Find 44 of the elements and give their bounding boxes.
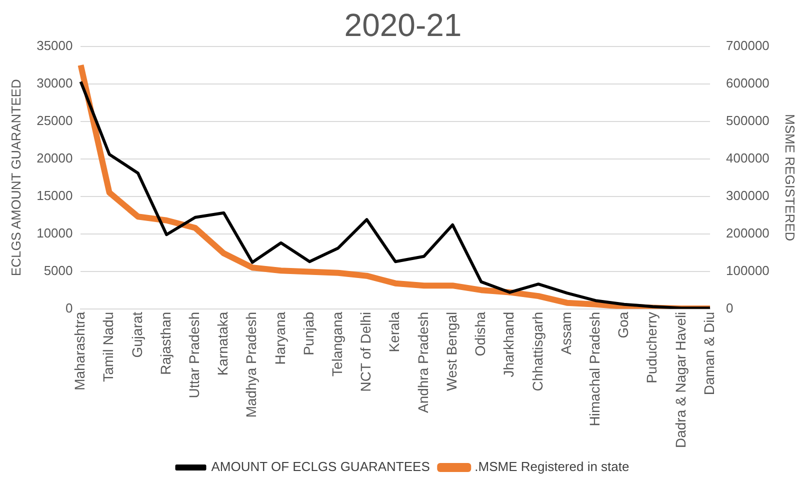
chart-title: 2020-21 xyxy=(344,7,462,44)
y2-tick-label: 400000 xyxy=(726,150,770,166)
x-tick-label: West Bengal xyxy=(443,312,460,391)
y-tick-label: 25000 xyxy=(36,112,73,128)
y-tick-label: 5000 xyxy=(44,262,73,278)
x-tick-label: Gujarat xyxy=(128,312,145,358)
x-tick-label: Rajasthan xyxy=(157,312,174,375)
x-tick-label: Maharashtra xyxy=(72,312,88,390)
x-tick-label: Assam xyxy=(558,312,574,355)
y2-tick-label: 600000 xyxy=(726,75,770,90)
y-tick-label: 20000 xyxy=(36,150,73,166)
x-tick-label: Daman & Diu xyxy=(700,312,717,396)
x-tick-label: Puducherry xyxy=(644,312,660,384)
y2-tick-label: 500000 xyxy=(726,112,770,128)
legend-label: AMOUNT OF ECLGS GUARANTEES xyxy=(211,459,430,474)
x-tick-label: Chhattisgarh xyxy=(529,312,546,392)
y2-tick-label: 700000 xyxy=(726,38,770,53)
y2-tick-label: 200000 xyxy=(726,225,770,240)
x-tick-label: Andhra Pradesh xyxy=(414,312,431,414)
x-tick-label: Haryana xyxy=(272,312,288,365)
x-tick-label: Odisha xyxy=(472,312,488,356)
legend-label: .MSME Registered in state xyxy=(474,459,630,474)
y-tick-label: 30000 xyxy=(36,75,73,90)
y-tick-label: 35000 xyxy=(36,38,73,53)
x-tick-label: Tamil Nadu xyxy=(100,312,116,382)
y2-axis-title: MSME REGISTERED xyxy=(782,114,798,242)
x-tick-label: Uttar Pradesh xyxy=(186,312,202,398)
x-tick-label: Jharkhand xyxy=(500,312,517,378)
x-tick-label: Telangana xyxy=(329,312,346,376)
x-tick-label: NCT of Delhi xyxy=(358,312,374,392)
x-tick-label: Madhya Pradesh xyxy=(243,312,260,418)
y-tick-label: 10000 xyxy=(36,225,73,240)
x-tick-label: Karnataka xyxy=(214,312,231,376)
x-tick-label: Kerala xyxy=(386,312,402,352)
x-tick-label: Himachal Pradesh xyxy=(586,312,602,426)
y2-tick-label: 100000 xyxy=(726,262,770,278)
y-tick-label: 15000 xyxy=(36,188,73,203)
y-tick-label: 0 xyxy=(66,300,73,316)
y2-tick-label: 300000 xyxy=(726,188,770,203)
x-tick-label: Goa xyxy=(615,312,632,338)
y2-tick-label: 0 xyxy=(726,300,734,316)
x-tick-label: Punjab xyxy=(300,312,316,356)
y-axis-title: ECLGS AMOUNT GUARANTEED xyxy=(8,79,24,276)
x-tick-label: Dadra & Nagar Haveli xyxy=(672,312,688,448)
